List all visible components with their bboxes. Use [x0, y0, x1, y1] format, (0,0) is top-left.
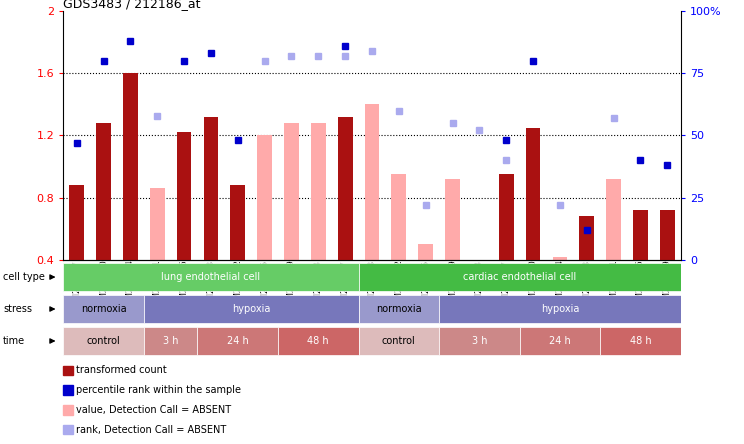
Bar	[144, 327, 197, 355]
Text: 24 h: 24 h	[227, 336, 248, 346]
Bar	[365, 104, 379, 260]
Bar	[606, 179, 621, 260]
Bar	[96, 123, 111, 260]
Bar	[63, 385, 73, 395]
Text: cardiac endothelial cell: cardiac endothelial cell	[463, 272, 577, 282]
Bar	[63, 263, 359, 291]
Bar	[231, 185, 245, 260]
Bar	[63, 366, 73, 375]
Bar	[580, 216, 594, 260]
Text: 48 h: 48 h	[629, 336, 651, 346]
Bar	[63, 327, 144, 355]
Text: 24 h: 24 h	[549, 336, 571, 346]
Bar	[445, 179, 460, 260]
Text: time: time	[3, 336, 25, 346]
Bar	[257, 135, 272, 260]
Bar	[63, 405, 73, 415]
Bar	[278, 327, 359, 355]
Bar	[144, 295, 359, 323]
Text: control: control	[382, 336, 416, 346]
Bar	[204, 117, 218, 260]
Text: control: control	[86, 336, 121, 346]
Bar	[197, 327, 278, 355]
Bar	[633, 210, 648, 260]
Bar	[391, 174, 406, 260]
Text: normoxia: normoxia	[376, 304, 422, 314]
Text: rank, Detection Call = ABSENT: rank, Detection Call = ABSENT	[77, 424, 226, 435]
Text: hypoxia: hypoxia	[232, 304, 270, 314]
Bar	[123, 73, 138, 260]
Bar	[338, 117, 353, 260]
Text: 3 h: 3 h	[472, 336, 487, 346]
Text: hypoxia: hypoxia	[541, 304, 579, 314]
Text: lung endothelial cell: lung endothelial cell	[161, 272, 260, 282]
Text: cell type: cell type	[3, 272, 45, 282]
Bar	[526, 128, 540, 260]
Bar	[63, 425, 73, 434]
Bar	[359, 327, 439, 355]
Bar	[284, 123, 299, 260]
Bar	[176, 132, 191, 260]
Bar	[660, 210, 675, 260]
Bar	[600, 327, 681, 355]
Bar	[519, 327, 600, 355]
Bar	[439, 295, 681, 323]
Bar	[439, 327, 519, 355]
Text: value, Detection Call = ABSENT: value, Detection Call = ABSENT	[77, 405, 231, 415]
Bar	[359, 263, 681, 291]
Text: transformed count: transformed count	[77, 365, 167, 376]
Text: 48 h: 48 h	[307, 336, 329, 346]
Text: 3 h: 3 h	[163, 336, 179, 346]
Text: percentile rank within the sample: percentile rank within the sample	[77, 385, 241, 395]
Bar	[63, 295, 144, 323]
Bar	[150, 188, 164, 260]
Bar	[311, 123, 326, 260]
Text: normoxia: normoxia	[80, 304, 126, 314]
Bar	[553, 257, 568, 260]
Text: GDS3483 / 212186_at: GDS3483 / 212186_at	[63, 0, 201, 10]
Bar	[359, 295, 439, 323]
Bar	[69, 185, 84, 260]
Bar	[499, 174, 513, 260]
Text: stress: stress	[3, 304, 32, 314]
Bar	[418, 244, 433, 260]
